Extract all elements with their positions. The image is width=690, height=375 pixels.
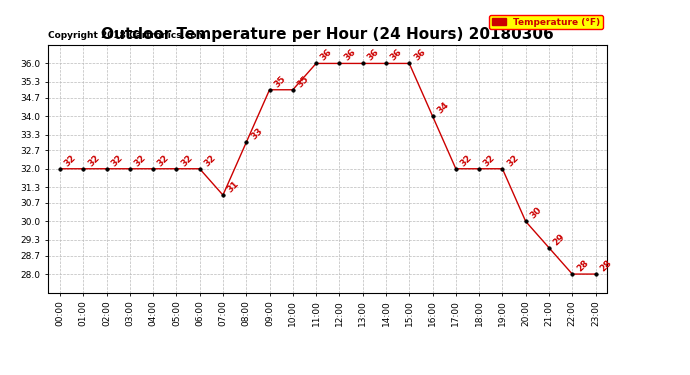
Text: 32: 32 [156,153,171,168]
Text: Copyright 2018 Cartronics.com: Copyright 2018 Cartronics.com [48,31,206,40]
Text: 32: 32 [202,153,217,168]
Text: 32: 32 [86,153,101,168]
Text: 36: 36 [342,48,357,63]
Text: 32: 32 [482,153,497,168]
Text: 36: 36 [319,48,334,63]
Text: 33: 33 [249,126,264,142]
Text: 32: 32 [179,153,195,168]
Legend: Temperature (°F): Temperature (°F) [489,15,602,29]
Text: 36: 36 [388,48,404,63]
Text: 36: 36 [412,48,427,63]
Text: 32: 32 [109,153,124,168]
Text: 32: 32 [459,153,474,168]
Text: 32: 32 [63,153,78,168]
Text: 32: 32 [505,153,520,168]
Text: 29: 29 [552,232,567,247]
Text: 31: 31 [226,179,241,194]
Text: 28: 28 [575,258,590,273]
Text: 34: 34 [435,100,451,116]
Text: 32: 32 [132,153,148,168]
Text: 36: 36 [366,48,381,63]
Text: 30: 30 [529,206,544,220]
Text: 35: 35 [273,74,288,89]
Title: Outdoor Temperature per Hour (24 Hours) 20180306: Outdoor Temperature per Hour (24 Hours) … [101,27,554,42]
Text: 28: 28 [598,258,613,273]
Text: 35: 35 [295,74,310,89]
